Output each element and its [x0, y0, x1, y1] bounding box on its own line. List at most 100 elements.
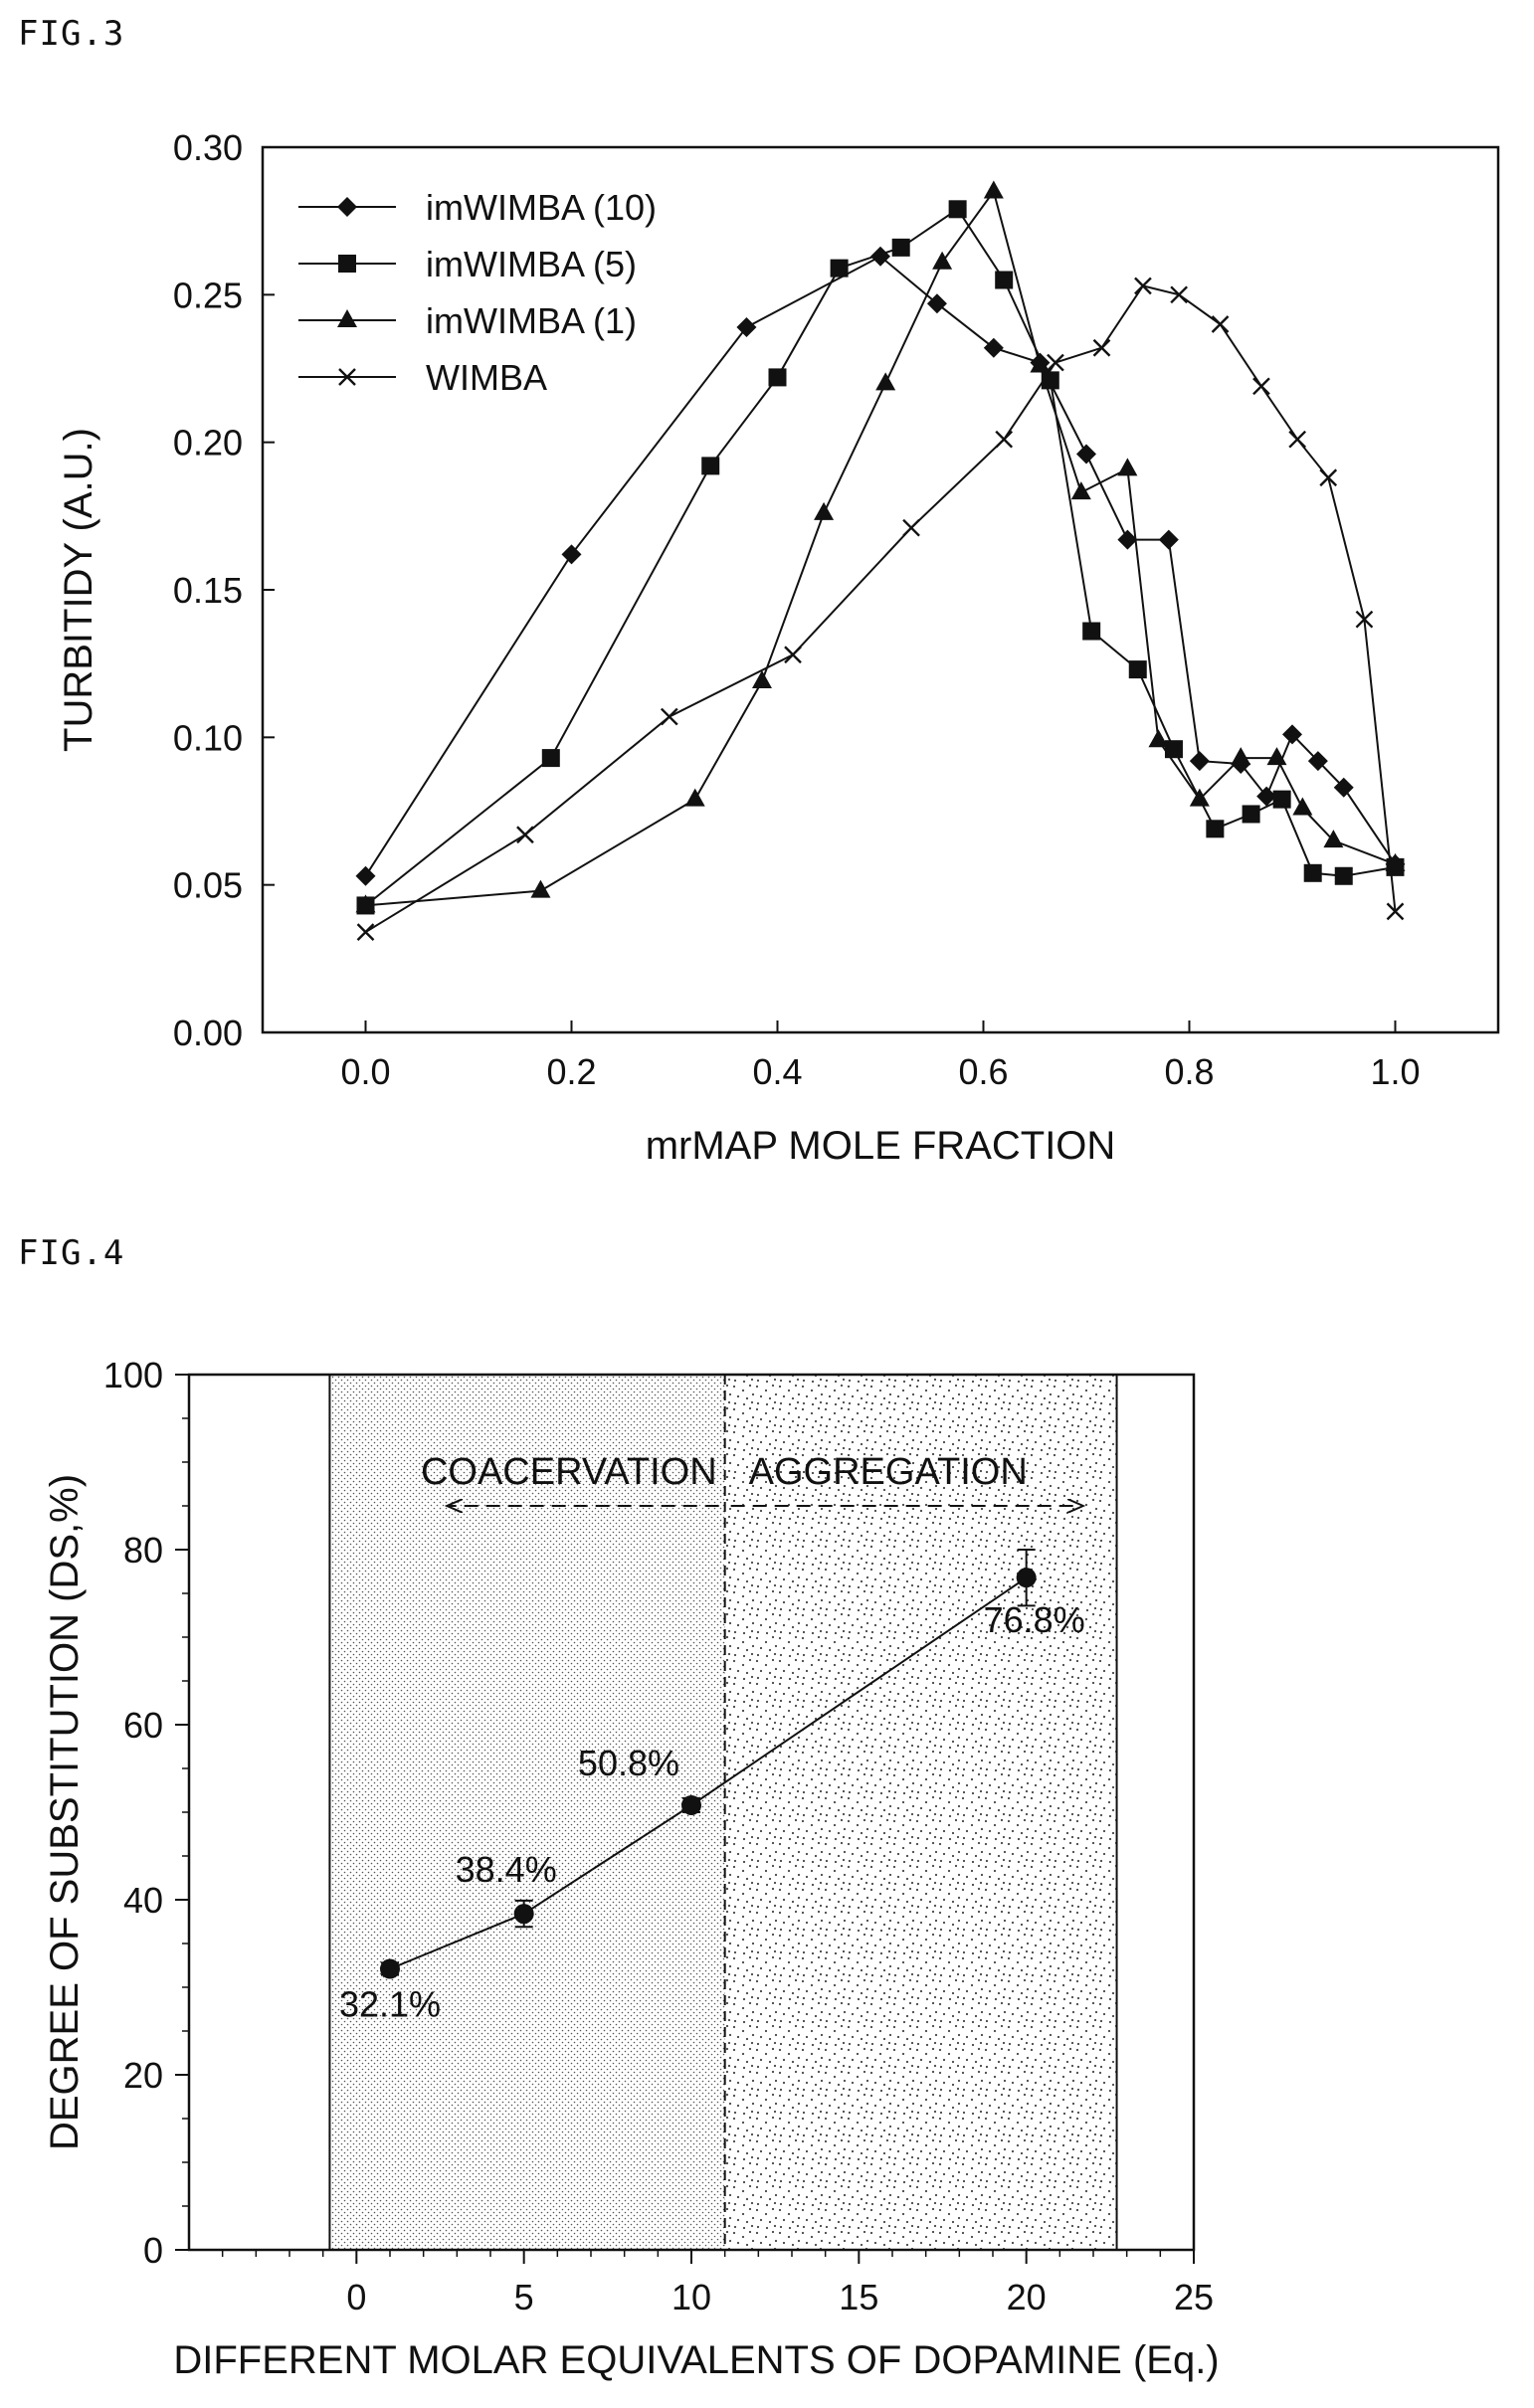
y-tick-label: 0.15 — [173, 570, 243, 611]
data-point-series-2 — [1334, 866, 1353, 885]
series-line-2 — [364, 207, 1396, 907]
data-point-series-4 — [995, 430, 1014, 449]
data-point-series-3 — [1231, 747, 1251, 766]
data-point-series-3 — [1323, 830, 1344, 848]
data-point-series-1 — [926, 293, 947, 314]
data-point-series-3 — [684, 788, 705, 807]
y-tick-label: 40 — [123, 1880, 163, 1921]
data-point-series-1 — [1158, 529, 1179, 550]
x-tick-label: 10 — [671, 2277, 711, 2317]
data-point-series-4 — [1252, 377, 1270, 396]
data-point-series-3 — [1189, 788, 1210, 807]
x-tick-label: 25 — [1174, 2277, 1214, 2317]
legend-label: imWIMBA (1) — [426, 300, 637, 341]
data-point-series-1 — [355, 865, 376, 886]
data-point-series-3 — [1117, 458, 1138, 476]
data-point-series-4 — [1092, 338, 1111, 357]
data-point-series-2 — [1303, 863, 1322, 882]
legend-label: WIMBA — [426, 357, 547, 398]
data-point-series-3 — [1070, 481, 1091, 500]
data-point-series-4 — [1134, 277, 1152, 295]
data-label: 32.1% — [339, 1984, 441, 2025]
data-point-series-3 — [1385, 852, 1406, 871]
x-tick-label: 15 — [839, 2277, 878, 2317]
data-point-series-2 — [948, 200, 967, 219]
data-point-series-1 — [561, 544, 582, 565]
x-tick-label: 0.6 — [958, 1051, 1008, 1092]
data-point-series-1 — [983, 337, 1004, 358]
data-point-series-4 — [1319, 468, 1338, 487]
data-point-series-4 — [660, 707, 678, 726]
region-label-aggregation: AGGREGATION — [749, 1451, 1028, 1493]
data-point-series-1 — [1333, 777, 1354, 798]
data-point — [513, 1904, 534, 1925]
x-tick-label: 1.0 — [1370, 1051, 1420, 1092]
y-axis-label: DEGREE OF SUBSTITUTION (DS,%) — [43, 1474, 87, 2150]
data-label: 76.8% — [984, 1599, 1085, 1640]
x-tick-label: 0 — [346, 2277, 366, 2317]
data-point-series-4 — [356, 923, 375, 941]
data-point-series-2 — [891, 238, 910, 257]
x-tick-label: 0.8 — [1164, 1051, 1214, 1092]
x-tick-label: 5 — [514, 2277, 534, 2317]
y-tick-label: 0.30 — [173, 127, 243, 168]
data-point-series-1 — [1307, 751, 1328, 772]
data-point-series-1 — [1117, 529, 1138, 550]
legend-label: imWIMBA (5) — [426, 244, 637, 284]
data-point-series-3 — [814, 501, 835, 520]
series-line-4 — [364, 284, 1397, 933]
y-tick-label: 80 — [123, 1530, 163, 1571]
legend-marker — [338, 368, 356, 386]
data-point-series-3 — [1292, 797, 1313, 816]
data-point-series-2 — [995, 271, 1014, 289]
legend-marker — [338, 255, 356, 273]
data-point-series-3 — [1148, 729, 1169, 748]
data-point — [380, 1958, 400, 1979]
data-point-series-4 — [1288, 430, 1307, 449]
x-tick-label: 0.2 — [546, 1051, 596, 1092]
data-point — [1016, 1568, 1037, 1588]
data-point-series-3 — [530, 879, 551, 898]
data-point-series-4 — [784, 646, 802, 664]
data-point-series-2 — [1206, 820, 1225, 838]
region-coacervation — [329, 1375, 725, 2250]
data-point-series-4 — [1170, 285, 1188, 304]
figure-4-chart: 0 5 10 15 20 25 0 20 40 60 80 100 COACERVATION AGGRE… — [43, 1355, 1220, 2382]
data-point-series-1 — [736, 316, 757, 337]
data-point-series-2 — [541, 749, 560, 768]
data-point-series-3 — [1266, 747, 1287, 766]
y-tick-label: 60 — [123, 1705, 163, 1746]
legend: imWIMBA (10) imWIMBA (5) imWIMBA (1) WIMBA — [298, 187, 657, 398]
y-axis-label: TURBITIDY (A.U.) — [57, 428, 100, 752]
figure-3-label: FIG.3 — [18, 14, 125, 54]
data-point — [681, 1794, 701, 1815]
data-point-series-1 — [1189, 751, 1210, 772]
data-point-series-1 — [1076, 444, 1096, 464]
region-label-coacervation: COACERVATION — [421, 1451, 717, 1493]
data-point-series-2 — [1128, 660, 1147, 679]
region-aggregation — [724, 1375, 1117, 2250]
data-point-series-2 — [701, 457, 720, 475]
figure-4-label: FIG.4 — [18, 1233, 125, 1273]
x-axis-label: mrMAP MOLE FRACTION — [646, 1124, 1116, 1168]
data-point-series-4 — [902, 518, 920, 537]
data-point-series-1 — [1282, 724, 1302, 745]
y-tick-label: 0.00 — [173, 1013, 243, 1053]
data-point-series-2 — [768, 368, 787, 387]
data-point-series-4 — [1047, 353, 1064, 372]
series-line-3 — [365, 189, 1396, 907]
data-point-series-2 — [830, 259, 849, 278]
y-tick-label: 0.05 — [173, 865, 243, 906]
y-tick-label: 0 — [143, 2230, 163, 2271]
data-point-series-3 — [1030, 354, 1051, 373]
data-point-series-2 — [1082, 622, 1101, 641]
y-tick-label: 20 — [123, 2055, 163, 2096]
data-point-series-3 — [983, 180, 1004, 199]
y-tick-label: 0.20 — [173, 423, 243, 463]
data-point-series-3 — [932, 251, 953, 270]
x-tick-label: 0.4 — [752, 1051, 802, 1092]
legend-marker — [337, 197, 357, 217]
data-label: 50.8% — [578, 1743, 679, 1783]
y-tick-label: 0.10 — [173, 717, 243, 758]
data-point-series-3 — [875, 372, 896, 391]
